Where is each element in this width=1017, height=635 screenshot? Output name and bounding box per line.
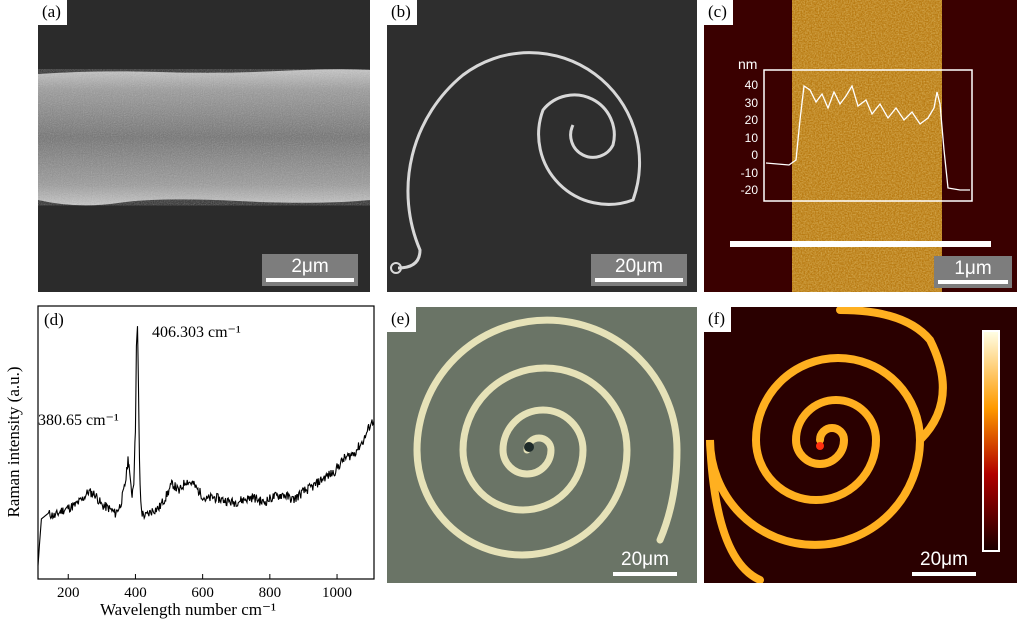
x-tick-label-400: 400: [124, 585, 147, 601]
profile-tick-30: 30: [744, 95, 758, 110]
panel-b: (b) 20μm: [387, 0, 697, 292]
scale-label-b: 20μm: [615, 256, 663, 277]
scale-line-c: [938, 280, 1008, 284]
profile-y-ticks: 40 30 20 10 0 -10 -20: [734, 77, 758, 200]
peak-label-406: 406.303 cm⁻¹: [152, 324, 241, 341]
heatmap-spiral-image: [704, 307, 1017, 583]
scale-line-a: [266, 278, 354, 282]
afm-image: [704, 0, 1017, 292]
x-tick-label-1000: 1000: [322, 585, 352, 601]
x-tick-label-200: 200: [57, 585, 80, 601]
panel-a-label: (a): [38, 0, 67, 25]
scale-bar-f: 20μm: [912, 549, 976, 576]
y-axis-label: Raman intensity (a.u.): [4, 366, 23, 518]
sem-wire-image: [38, 0, 370, 292]
profile-unit: nm: [738, 56, 758, 72]
peak-label-380: 380.65 cm⁻¹: [38, 412, 119, 429]
spiral-sem-image: [387, 0, 697, 292]
scale-bar-b: 20μm: [591, 254, 687, 286]
profile-tick-neg10: -10: [740, 165, 758, 180]
scale-label-e: 20μm: [621, 549, 669, 570]
scale-label-a: 2μm: [291, 256, 329, 277]
scale-bar-c: 1μm: [934, 256, 1012, 288]
x-tick-label-800: 800: [259, 585, 282, 601]
color-scale-bar: [982, 330, 1000, 552]
profile-tick-40: 40: [744, 78, 758, 92]
scale-line-f: [912, 572, 976, 576]
profile-tick-20: 20: [744, 113, 758, 127]
panel-e: (e) 20μm: [387, 307, 697, 583]
panel-d-label: (d): [44, 310, 64, 329]
scale-bar-e: 20μm: [613, 549, 677, 576]
panel-f: (f) 20μm: [704, 307, 1017, 583]
panel-c: nm 40 30 20 10 0 -10 -20 (c) 1μm: [704, 0, 1017, 292]
scale-line-b: [595, 278, 683, 282]
scale-bar-a: 2μm: [262, 254, 358, 286]
panel-f-label: (f): [704, 307, 731, 332]
panel-b-label: (b): [387, 0, 417, 25]
scale-label-f: 20μm: [920, 549, 968, 570]
panel-d: 200 400 600 800 1000 (d) 406.303 cm⁻¹ 380.65…: [0, 300, 380, 635]
panel-c-label: (c): [704, 0, 733, 25]
profile-tick-neg20: -20: [740, 183, 758, 197]
x-axis-label: Wavelength number cm⁻¹: [100, 600, 277, 619]
raman-chart: 200 400 600 800 1000: [37, 305, 375, 601]
optical-spiral-image: [387, 307, 697, 583]
raman-series-line: [37, 326, 375, 566]
panel-e-label: (e): [387, 307, 416, 332]
x-tick-label-600: 600: [191, 585, 214, 601]
scale-line-e: [613, 572, 677, 576]
panel-a: (a) 2μm: [38, 0, 370, 292]
profile-tick-10: 10: [744, 130, 758, 145]
plot-frame: [37, 305, 375, 580]
profile-tick-0: 0: [751, 148, 758, 162]
scale-label-c: 1μm: [954, 258, 992, 279]
